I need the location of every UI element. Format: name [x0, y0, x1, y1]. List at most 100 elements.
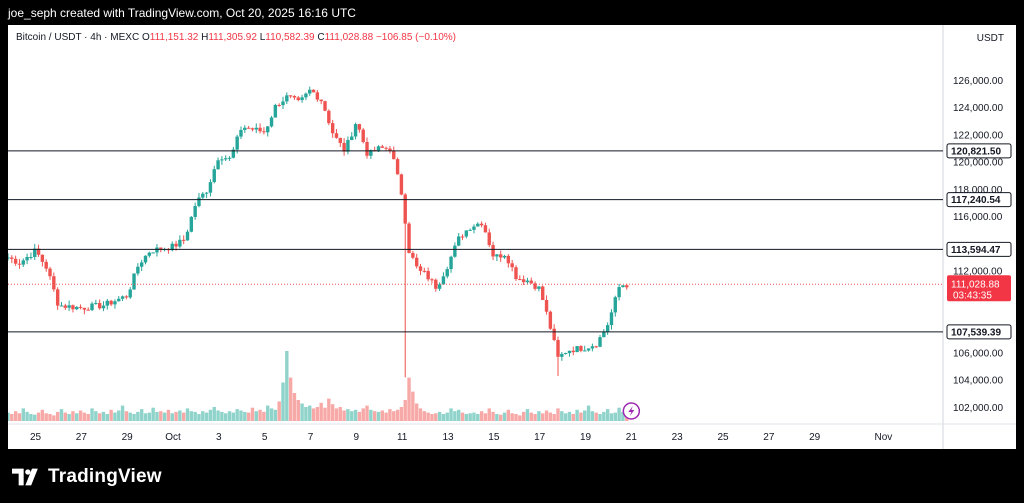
candle-body	[491, 245, 495, 257]
volume-bar	[525, 409, 530, 421]
volume-bar	[502, 412, 507, 421]
x-tick-label: 21	[626, 432, 638, 443]
volume-bar	[392, 411, 396, 421]
volume-bar	[430, 414, 434, 421]
volume-bar	[437, 411, 442, 421]
volume-bar	[521, 411, 526, 421]
candle-body	[208, 182, 213, 193]
volume-bar	[201, 411, 205, 421]
volume-bar	[78, 410, 83, 421]
volume-bar	[55, 411, 60, 421]
volume-bar	[254, 411, 258, 421]
candle-body	[380, 146, 385, 148]
candle-body	[155, 247, 159, 253]
volume-bar	[579, 412, 583, 421]
candle-body	[598, 337, 602, 347]
volume-bar	[426, 412, 430, 421]
volume-bar	[617, 407, 621, 421]
candle-body	[426, 270, 430, 280]
level-tag-label: 120,821.50	[951, 146, 1001, 157]
volume-bar	[250, 407, 255, 421]
x-tick-label: 25	[30, 432, 42, 443]
candle-body	[204, 192, 209, 194]
volume-bar	[487, 408, 491, 421]
candle-body	[541, 286, 545, 301]
volume-bar	[567, 411, 572, 421]
candle-body	[594, 346, 598, 348]
candle-body	[376, 146, 381, 152]
candle-body	[430, 279, 434, 281]
candle-body	[346, 140, 350, 152]
volume-bar	[456, 409, 461, 421]
candle-body	[235, 136, 239, 150]
volume-bar	[36, 412, 41, 421]
candle-body	[334, 133, 339, 138]
y-tick-label: 118,000.00	[953, 185, 1003, 196]
candle-body	[525, 280, 530, 283]
candle-body	[13, 258, 18, 264]
x-tick-label: 23	[672, 432, 684, 443]
candle-body	[476, 223, 480, 227]
volume-bar	[495, 414, 499, 421]
candle-body	[330, 123, 335, 134]
x-tick-label: 19	[580, 432, 592, 443]
candle-body	[52, 276, 56, 290]
volume-bar	[239, 410, 243, 421]
candle-body	[288, 95, 293, 97]
candle-body	[537, 286, 541, 289]
candle-body	[120, 296, 125, 299]
candle-body	[105, 300, 110, 306]
bar-countdown-label: 03:43:35	[953, 290, 992, 301]
candle-body	[308, 89, 312, 94]
volume-bar	[136, 411, 140, 421]
low-value: 110,582.39	[265, 32, 315, 43]
volume-bar	[544, 410, 549, 421]
volume-bar	[220, 411, 224, 421]
candle-body	[216, 160, 220, 170]
candle-body	[181, 239, 186, 241]
volume-bar	[128, 412, 132, 421]
volume-bar	[273, 409, 278, 421]
x-tick-label: 13	[442, 432, 454, 443]
candle-body	[407, 223, 411, 253]
candle-body	[388, 148, 392, 151]
candle-body	[579, 346, 583, 351]
candle-body	[449, 256, 453, 270]
volume-bar	[113, 412, 117, 421]
volume-bar	[434, 413, 438, 421]
volume-bar	[556, 408, 560, 421]
candle-body	[514, 267, 518, 280]
volume-bar	[13, 411, 18, 421]
level-tag-box	[946, 241, 1012, 257]
volume-bar	[483, 413, 488, 421]
volume-bar	[609, 413, 614, 421]
candle-body	[231, 149, 236, 158]
volume-bar	[288, 377, 293, 421]
candle-body	[29, 257, 33, 259]
candle-body	[82, 307, 87, 310]
volume-bar	[224, 413, 228, 421]
volume-bar	[227, 411, 232, 421]
volume-bar	[204, 412, 209, 421]
chart-panel[interactable]: 126,000.00 124,000.00 122,000.00 120,000.00…	[8, 25, 1016, 449]
candlestick-chart[interactable]: 126,000.00 124,000.00 122,000.00 120,000.00…	[8, 25, 1016, 449]
volume-bar	[514, 414, 518, 421]
candle-body	[460, 236, 465, 238]
candle-body	[277, 104, 281, 106]
candle-body	[97, 302, 102, 309]
volume-bar	[468, 413, 472, 421]
volume-bar	[541, 413, 545, 421]
volume-bar	[533, 414, 537, 421]
candle-body	[533, 283, 537, 289]
candle-body	[365, 141, 369, 156]
candle-body	[583, 350, 587, 352]
volume-bar	[193, 411, 197, 421]
volume-bar	[590, 411, 595, 421]
brand-name: TradingView	[48, 466, 162, 487]
candle-body	[285, 95, 289, 102]
volume-bar	[376, 411, 381, 421]
candle-body	[227, 157, 232, 159]
candle-body	[258, 127, 262, 132]
level-tag-label: 117,240.54	[951, 195, 1001, 206]
x-tick-label: Oct	[165, 432, 181, 443]
